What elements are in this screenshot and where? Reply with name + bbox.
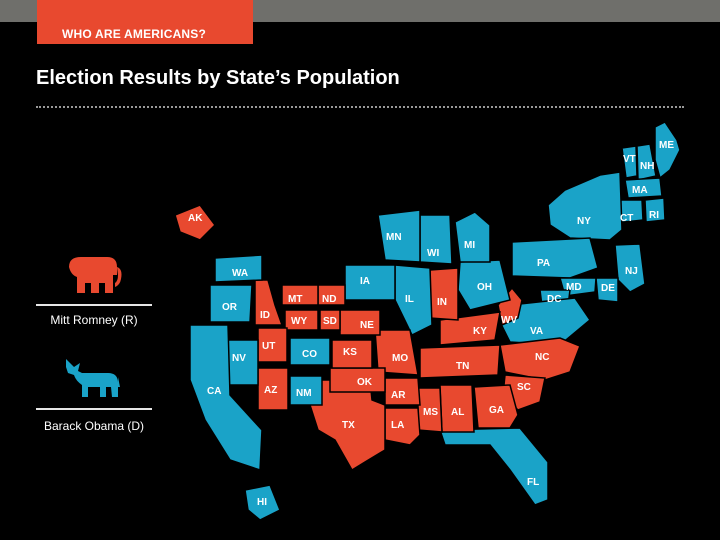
state-label-sd: SD bbox=[323, 316, 337, 327]
state-label-nv: NV bbox=[232, 353, 246, 364]
state-pa bbox=[511, 237, 599, 279]
state-wy bbox=[284, 309, 319, 331]
state-label-ut: UT bbox=[262, 341, 275, 352]
state-label-az: AZ bbox=[264, 385, 277, 396]
state-label-nh: NH bbox=[640, 161, 654, 172]
state-mi bbox=[454, 211, 491, 263]
state-me bbox=[654, 121, 681, 180]
section-tag: WHO ARE AMERICANS? bbox=[37, 0, 253, 44]
state-label-ak: AK bbox=[188, 213, 203, 224]
state-ca bbox=[189, 324, 263, 472]
state-ri bbox=[644, 197, 666, 223]
state-de bbox=[595, 277, 619, 303]
state-label-co: CO bbox=[302, 349, 317, 360]
donkey-icon bbox=[66, 359, 120, 397]
state-mo bbox=[374, 329, 419, 376]
elephant-icon bbox=[69, 257, 122, 293]
page-title: Election Results by State’s Population bbox=[36, 67, 400, 89]
state-label-nm: NM bbox=[296, 388, 312, 399]
state-label-ok: OK bbox=[357, 377, 373, 388]
state-label-ri: RI bbox=[649, 210, 659, 221]
state-label-ct: CT bbox=[620, 213, 633, 224]
state-label-wi: WI bbox=[427, 248, 439, 259]
state-label-me: ME bbox=[659, 140, 674, 151]
state-sd bbox=[319, 309, 341, 331]
state-or bbox=[209, 284, 253, 323]
state-label-sc: SC bbox=[517, 382, 531, 393]
state-nj bbox=[614, 243, 646, 293]
state-wa bbox=[214, 254, 263, 283]
legend-label-democrat: Barack Obama (D) bbox=[43, 419, 145, 433]
state-nc bbox=[499, 337, 581, 381]
state-label-de: DE bbox=[601, 283, 615, 294]
state-ks bbox=[331, 339, 373, 369]
state-ny bbox=[547, 171, 623, 241]
state-label-fl: FL bbox=[527, 477, 539, 488]
state-label-dc: DC bbox=[547, 294, 561, 305]
state-label-ny: NY bbox=[577, 216, 591, 227]
state-label-tx: TX bbox=[342, 420, 355, 431]
state-label-nc: NC bbox=[535, 352, 549, 363]
state-label-ks: KS bbox=[343, 347, 357, 358]
state-wv bbox=[497, 286, 523, 327]
state-label-ne: NE bbox=[360, 320, 374, 331]
state-label-nj: NJ bbox=[625, 266, 638, 277]
state-label-wa: WA bbox=[232, 268, 248, 279]
state-label-pa: PA bbox=[537, 258, 550, 269]
state-label-or: OR bbox=[222, 302, 238, 313]
state-az bbox=[257, 367, 289, 411]
state-label-in: IN bbox=[437, 297, 447, 308]
state-fl bbox=[438, 427, 549, 506]
state-label-ky: KY bbox=[473, 326, 487, 337]
state-label-il: IL bbox=[405, 294, 414, 305]
state-label-tn: TN bbox=[456, 361, 469, 372]
legend-divider-democrat bbox=[36, 408, 152, 410]
state-mt bbox=[281, 284, 319, 306]
state-co bbox=[289, 337, 331, 366]
state-label-al: AL bbox=[451, 407, 464, 418]
state-tn bbox=[419, 344, 501, 379]
state-label-mt: MT bbox=[288, 294, 302, 305]
legend-divider-republican bbox=[36, 304, 152, 306]
state-vt bbox=[621, 145, 638, 179]
state-label-va: VA bbox=[530, 326, 543, 337]
title-divider bbox=[36, 106, 684, 108]
state-label-nd: ND bbox=[322, 294, 336, 305]
state-label-md: MD bbox=[566, 282, 582, 293]
state-label-hi: HI bbox=[257, 497, 267, 508]
state-label-vt: VT bbox=[623, 154, 636, 165]
state-label-oh: OH bbox=[477, 282, 492, 293]
state-ia bbox=[344, 264, 396, 301]
legend-label-republican: Mitt Romney (R) bbox=[50, 313, 138, 327]
state-label-mn: MN bbox=[386, 232, 402, 243]
state-label-ms: MS bbox=[423, 407, 438, 418]
state-label-ma: MA bbox=[632, 185, 648, 196]
state-mn bbox=[377, 209, 421, 263]
state-nh bbox=[636, 143, 657, 181]
state-in bbox=[429, 267, 459, 321]
state-id bbox=[254, 279, 284, 326]
state-label-ia: IA bbox=[360, 276, 370, 287]
state-label-wy: WY bbox=[291, 316, 307, 327]
state-hi bbox=[244, 484, 281, 521]
state-ga bbox=[473, 384, 519, 429]
state-label-id: ID bbox=[260, 310, 270, 321]
state-label-ar: AR bbox=[391, 390, 406, 401]
state-label-ca: CA bbox=[207, 386, 221, 397]
state-label-ga: GA bbox=[489, 405, 504, 416]
state-ar bbox=[384, 377, 421, 406]
state-label-la: LA bbox=[391, 420, 404, 431]
state-nm bbox=[289, 375, 323, 406]
state-label-mo: MO bbox=[392, 353, 408, 364]
state-label-wv: WV bbox=[501, 315, 517, 326]
state-ma bbox=[624, 177, 663, 199]
state-ak bbox=[174, 204, 216, 241]
state-label-mi: MI bbox=[464, 240, 475, 251]
